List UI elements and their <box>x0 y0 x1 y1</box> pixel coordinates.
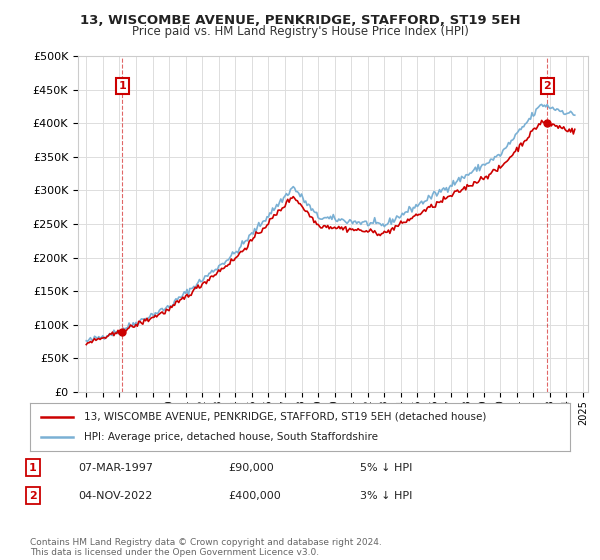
Text: £90,000: £90,000 <box>228 463 274 473</box>
Text: 2: 2 <box>29 491 37 501</box>
Text: 1: 1 <box>29 463 37 473</box>
Text: 1: 1 <box>118 81 126 91</box>
Text: 2: 2 <box>544 81 551 91</box>
Text: HPI: Average price, detached house, South Staffordshire: HPI: Average price, detached house, Sout… <box>84 432 378 442</box>
Text: £400,000: £400,000 <box>228 491 281 501</box>
Text: 5% ↓ HPI: 5% ↓ HPI <box>360 463 412 473</box>
Text: 13, WISCOMBE AVENUE, PENKRIDGE, STAFFORD, ST19 5EH (detached house): 13, WISCOMBE AVENUE, PENKRIDGE, STAFFORD… <box>84 412 487 422</box>
Text: 07-MAR-1997: 07-MAR-1997 <box>78 463 153 473</box>
Text: Contains HM Land Registry data © Crown copyright and database right 2024.
This d: Contains HM Land Registry data © Crown c… <box>30 538 382 557</box>
Text: Price paid vs. HM Land Registry's House Price Index (HPI): Price paid vs. HM Land Registry's House … <box>131 25 469 38</box>
Text: 13, WISCOMBE AVENUE, PENKRIDGE, STAFFORD, ST19 5EH: 13, WISCOMBE AVENUE, PENKRIDGE, STAFFORD… <box>80 14 520 27</box>
Text: 04-NOV-2022: 04-NOV-2022 <box>78 491 152 501</box>
Text: 3% ↓ HPI: 3% ↓ HPI <box>360 491 412 501</box>
